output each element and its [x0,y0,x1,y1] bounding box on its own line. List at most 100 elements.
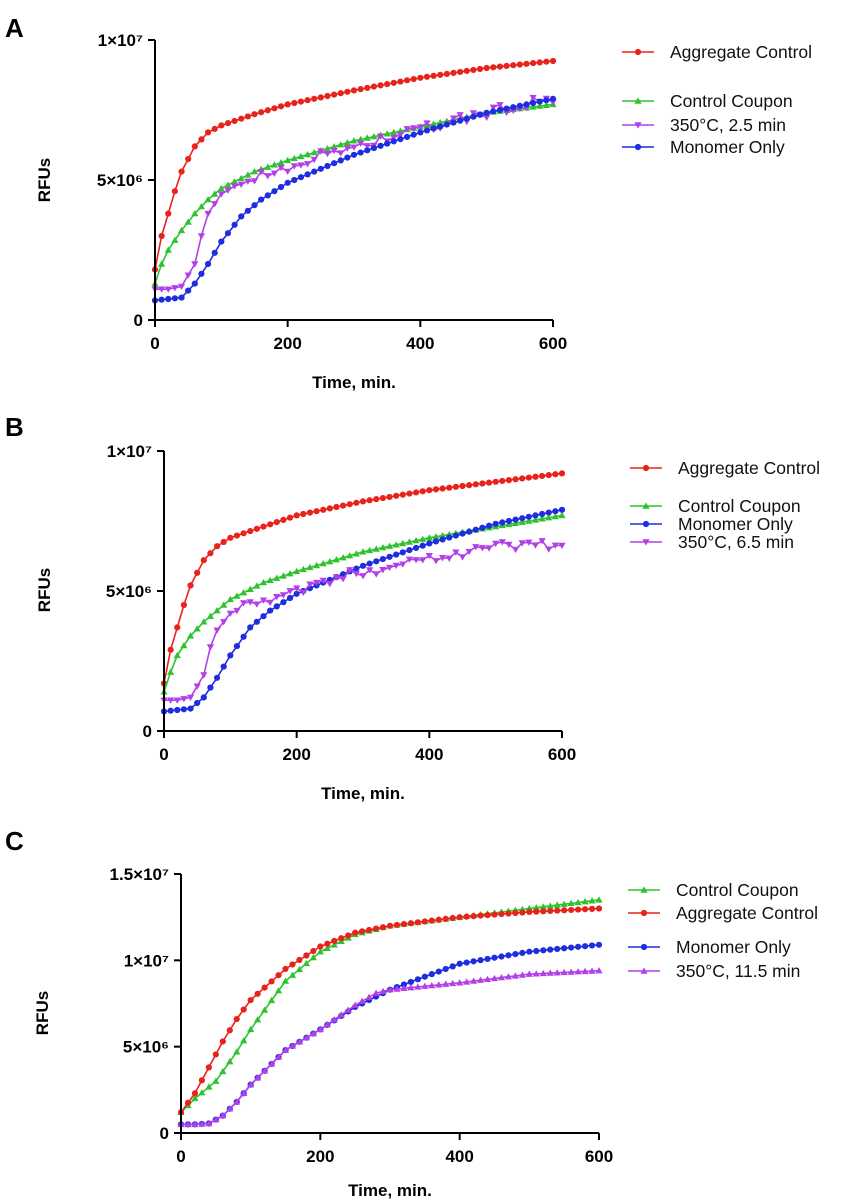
data-point [416,124,424,131]
data-point [270,161,278,168]
data-point [213,674,221,681]
data-point [237,174,245,182]
data-point [346,567,354,574]
data-point [478,545,486,552]
data-point [532,512,539,519]
data-point [419,542,426,549]
data-point [273,519,280,526]
data-point [319,559,327,567]
data-point [316,948,324,955]
data-point [240,530,247,537]
data-point [442,980,450,987]
data-point [399,539,407,547]
data-point [198,1089,206,1096]
y-tick-label: 1×10⁷ [124,951,169,970]
data-point [226,1027,233,1034]
data-point [268,978,275,985]
data-point [337,1011,345,1018]
data-point [253,525,260,532]
panel-c-plot [177,896,603,1128]
data-point [497,974,506,981]
data-point [303,952,310,959]
data-point [333,503,340,511]
data-point [317,165,324,172]
data-point [233,1048,241,1055]
data-point [425,552,433,560]
data-point [233,1015,240,1023]
x-tick-label: 0 [159,745,168,764]
data-point [171,188,178,195]
data-point [226,595,234,603]
data-point [366,926,373,934]
data-point [253,601,261,608]
legend-label: 350°C, 11.5 min [676,961,800,981]
data-point [432,538,440,545]
x-tick-label: 200 [273,334,301,353]
data-point [504,973,513,980]
data-point [324,940,331,947]
data-point [437,123,444,130]
data-point [545,509,552,516]
data-point [259,579,268,586]
data-point [233,1098,241,1105]
data-point [366,560,373,567]
data-point [218,122,225,129]
data-point [525,517,533,524]
data-point [490,974,499,982]
data-point [224,120,232,127]
data-point [551,542,559,549]
data-point [290,163,298,170]
data-point [244,178,252,185]
data-point [410,131,417,138]
legend-marker [640,886,648,893]
data-point [510,104,517,111]
data-point [553,901,561,908]
data-point [549,95,557,102]
data-point [489,104,497,111]
data-point [523,101,530,108]
data-point [204,129,212,136]
data-point [452,532,459,539]
data-point [288,971,297,978]
data-point [533,908,540,915]
series-aggregate-control [160,470,566,687]
data-point [503,62,510,69]
data-point [220,663,227,670]
data-point [177,283,186,290]
data-point [264,107,271,114]
data-point [366,497,373,504]
legend-marker [640,967,648,974]
data-point [595,905,603,912]
data-point [260,523,267,530]
data-point [250,168,259,175]
data-point [525,970,533,977]
data-point [326,505,333,512]
data-point [376,133,385,140]
series-350c-2-5-min [151,94,557,293]
data-point [364,84,371,91]
data-point [529,103,537,110]
data-point [299,589,307,596]
data-point [412,489,420,496]
data-point [483,64,490,72]
data-point [417,129,424,136]
data-point [300,510,307,518]
data-point [198,270,205,277]
data-point [211,201,219,208]
data-point [372,545,380,552]
data-point [512,909,519,917]
legend-entry-aggregate-control: Aggregate Control [630,458,820,478]
data-point [511,546,520,554]
data-point [312,579,321,587]
data-point [357,140,365,147]
data-point [412,544,420,551]
data-point [588,897,596,904]
legend-marker [640,943,648,951]
data-point [289,961,296,968]
data-point [539,969,547,977]
data-point [407,920,414,927]
data-point [293,512,300,519]
data-point [491,954,498,961]
data-point [490,64,497,71]
x-tick-label: 0 [176,1147,185,1166]
